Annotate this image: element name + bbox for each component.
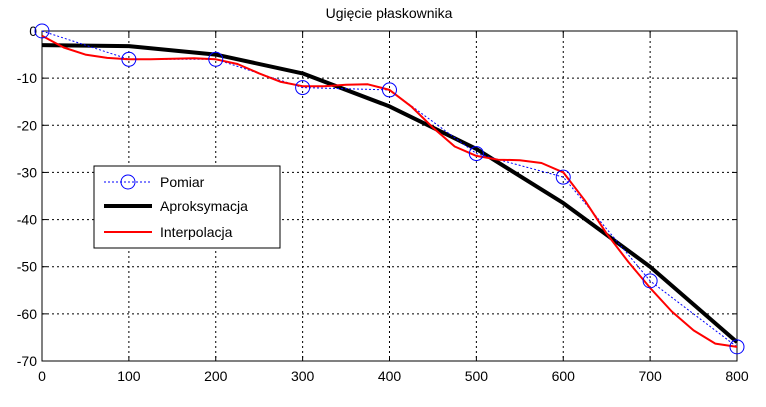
x-tick-label: 600 — [552, 368, 576, 384]
pomiar-marker — [295, 80, 311, 96]
pomiar-marker — [468, 146, 484, 162]
y-tick-label: 0 — [29, 23, 37, 39]
x-tick-label: 0 — [38, 368, 46, 384]
y-tick-label: -50 — [17, 259, 37, 275]
pomiar-marker — [382, 82, 397, 98]
series-layer — [34, 23, 745, 355]
x-tick-label: 400 — [378, 368, 402, 384]
legend-label: Aproksymacja — [160, 198, 248, 214]
x-tick-label: 100 — [117, 368, 141, 384]
pomiar-marker — [729, 339, 745, 355]
legend: Pomiar Aproksymacja Interpolacja — [93, 165, 281, 249]
x-tick-label: 200 — [204, 368, 228, 384]
pomiar-marker — [555, 169, 571, 185]
pomiar-marker — [642, 273, 658, 289]
series-line-aproksymacja — [41, 43, 739, 344]
y-tick-label: -60 — [17, 306, 37, 322]
y-tick-label: -70 — [17, 353, 37, 369]
legend-swatch-marker — [120, 174, 136, 190]
pomiar-marker — [34, 23, 50, 39]
y-tick-label: -40 — [17, 212, 37, 228]
y-tick-label: -20 — [17, 117, 37, 133]
y-tick-label: -10 — [17, 70, 37, 86]
pomiar-marker — [208, 51, 224, 67]
legend-label: Interpolacja — [160, 224, 233, 240]
pomiar-marker — [121, 51, 137, 67]
x-tick-label: 700 — [638, 368, 662, 384]
legend-item-aproksymacja: Aproksymacja — [104, 198, 248, 214]
x-tick-label: 800 — [725, 368, 749, 384]
series-line-interpolacja — [41, 34, 738, 348]
legend-item-pomiar: Pomiar — [104, 174, 205, 190]
y-tick-label: -30 — [17, 164, 37, 180]
tick-marks: 0 100 200 300 400 500 600 700 800 0 -10 -20 -30 -40 -5… — [17, 23, 749, 384]
chart-title: Ugięcie płaskownika — [326, 5, 453, 21]
legend-label: Pomiar — [160, 174, 205, 190]
legend-item-interpolacja: Interpolacja — [104, 224, 233, 240]
x-tick-label: 300 — [291, 368, 315, 384]
x-tick-label: 500 — [465, 368, 489, 384]
